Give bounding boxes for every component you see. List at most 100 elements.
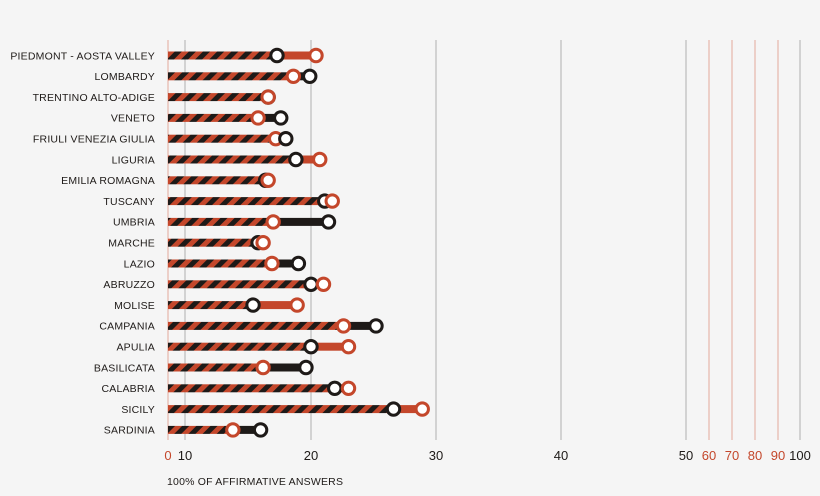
red-marker <box>312 151 328 168</box>
red-marker <box>255 359 271 376</box>
category-label: SICILY <box>121 404 155 416</box>
dark-marker <box>290 255 307 272</box>
category-label: CAMPANIA <box>99 321 155 333</box>
red-marker <box>260 89 276 105</box>
red-marker <box>340 339 357 355</box>
striped-bar <box>168 72 294 81</box>
row-molise: MOLISE <box>114 297 305 313</box>
difference-bar <box>258 113 281 122</box>
category-label: TRENTINO ALTO-ADIGE <box>33 92 155 104</box>
row-friuli-venezia-giulia: FRIULI VENEZIA GIULIA <box>33 131 294 147</box>
red-marker <box>414 401 430 417</box>
row-trentino-alto-adige: TRENTINO ALTO-ADIGE <box>33 89 276 105</box>
striped-bar <box>168 321 344 330</box>
red-marker <box>324 193 340 209</box>
category-label: APULIA <box>116 342 155 354</box>
difference-bar <box>232 425 261 434</box>
red-marker <box>285 68 302 85</box>
dark-marker <box>368 318 384 334</box>
x-tick-label-50: 50 <box>679 448 693 463</box>
striped-bar <box>168 405 394 414</box>
dark-marker <box>327 380 343 396</box>
difference-bar <box>253 301 298 310</box>
dark-marker <box>303 339 319 355</box>
striped-bar <box>168 238 259 247</box>
striped-bar <box>168 384 335 393</box>
chart-rows: PIEDMONT - AOSTA VALLEY LOMBARDY TRENTINO … <box>10 47 430 438</box>
red-marker <box>225 422 241 438</box>
red-marker <box>315 276 332 292</box>
row-tuscany: TUSCANY <box>103 193 340 209</box>
red-marker <box>308 47 324 64</box>
dark-marker <box>252 422 269 438</box>
difference-bar <box>295 155 320 164</box>
category-label: BASILICATA <box>94 362 155 374</box>
difference-bar <box>393 405 423 414</box>
row-marche: MARCHE <box>108 235 271 251</box>
dark-marker <box>302 68 318 85</box>
category-label: CALABRIA <box>101 383 155 395</box>
dark-marker <box>273 110 289 126</box>
striped-bar <box>168 51 277 60</box>
x-tick-label-0: 0 <box>164 448 171 463</box>
striped-bar <box>168 217 274 226</box>
difference-bar <box>276 51 316 60</box>
striped-bar <box>168 93 269 102</box>
row-lazio: LAZIO <box>124 255 307 272</box>
striped-bar <box>168 301 254 310</box>
row-liguria: LIGURIA <box>112 151 328 168</box>
category-label: MOLISE <box>114 300 155 312</box>
difference-bar <box>293 72 310 81</box>
x-axis-title: 100% OF AFFIRMATIVE ANSWERS <box>167 476 343 488</box>
category-label: EMILIA ROMAGNA <box>61 175 155 187</box>
striped-bar <box>168 197 325 206</box>
striped-bar <box>168 155 296 164</box>
category-label: VENETO <box>111 113 155 125</box>
dark-marker <box>245 297 261 313</box>
dark-marker <box>269 47 285 64</box>
x-tick-label-70: 70 <box>725 448 739 463</box>
striped-bar <box>168 113 259 122</box>
category-label: FRIULI VENEZIA GIULIA <box>33 134 155 146</box>
difference-bar <box>343 321 376 330</box>
row-veneto: VENETO <box>111 110 289 126</box>
row-lombardy: LOMBARDY <box>94 68 318 85</box>
category-label: LAZIO <box>124 258 155 270</box>
red-marker <box>265 214 281 230</box>
striped-bar <box>168 134 276 143</box>
row-abruzzo: ABRUZZO <box>103 276 332 292</box>
dark-marker <box>298 359 314 376</box>
dark-marker <box>385 401 402 417</box>
category-label: MARCHE <box>108 238 155 250</box>
red-marker <box>335 318 352 334</box>
x-axis-ticks: 0 10 20 30 40 50 60 70 80 90 100 <box>164 448 810 463</box>
row-sardinia: SARDINIA <box>104 422 269 438</box>
dark-marker <box>288 151 304 168</box>
striped-bar <box>168 342 311 351</box>
red-marker <box>250 110 266 126</box>
x-tick-label-40: 40 <box>554 448 568 463</box>
row-emilia-romagna: EMILIA ROMAGNA <box>61 172 276 189</box>
x-tick-label-20: 20 <box>304 448 318 463</box>
striped-bar <box>168 425 233 434</box>
dark-marker <box>320 214 337 230</box>
striped-bar <box>168 259 272 268</box>
dark-marker <box>303 276 319 292</box>
category-label: LOMBARDY <box>94 71 155 83</box>
row-piedmont-aosta-valley: PIEDMONT - AOSTA VALLEY <box>10 47 324 64</box>
red-marker <box>255 235 271 251</box>
red-marker <box>264 255 280 272</box>
difference-bar <box>273 217 329 226</box>
category-label: SARDINIA <box>104 425 155 437</box>
x-tick-label-100: 100 <box>789 448 811 463</box>
difference-bar <box>271 259 299 268</box>
gridlines <box>167 40 801 440</box>
striped-bar <box>168 176 266 185</box>
row-apulia: APULIA <box>116 339 357 355</box>
striped-bar <box>168 363 264 372</box>
row-campania: CAMPANIA <box>99 318 384 334</box>
dark-marker <box>278 131 294 147</box>
x-tick-label-10: 10 <box>178 448 192 463</box>
category-label: ABRUZZO <box>103 279 155 291</box>
